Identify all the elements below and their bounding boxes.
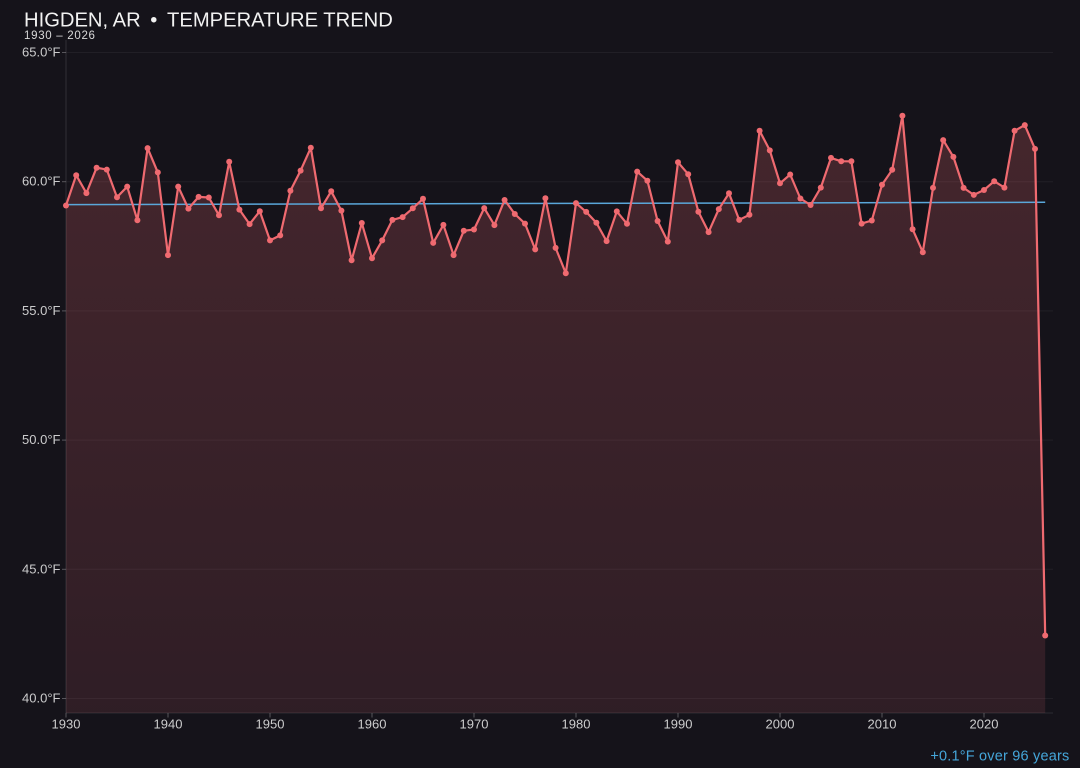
svg-text:2020: 2020 (970, 717, 999, 732)
svg-text:1960: 1960 (358, 717, 387, 732)
svg-text:1980: 1980 (562, 717, 591, 732)
svg-text:55.0°F: 55.0°F (22, 303, 61, 318)
svg-text:1940: 1940 (154, 717, 183, 732)
svg-text:40.0°F: 40.0°F (22, 691, 61, 706)
svg-text:45.0°F: 45.0°F (22, 561, 61, 576)
svg-text:60.0°F: 60.0°F (22, 174, 61, 189)
svg-text:2000: 2000 (766, 717, 795, 732)
svg-text:2010: 2010 (868, 717, 897, 732)
svg-text:50.0°F: 50.0°F (22, 432, 61, 447)
svg-text:1930 – 2026: 1930 – 2026 (24, 30, 96, 42)
svg-text:HIGDEN, AR • TEMPERATURE TRE: HIGDEN, AR • TEMPERATURE TREND (24, 10, 393, 32)
svg-text:65.0°F: 65.0°F (22, 45, 61, 60)
svg-text:+0.1°F over 96 years: +0.1°F over 96 years (930, 748, 1069, 764)
svg-text:1930: 1930 (52, 717, 81, 732)
svg-text:1950: 1950 (256, 717, 285, 732)
svg-text:1990: 1990 (664, 717, 693, 732)
svg-text:1970: 1970 (460, 717, 489, 732)
